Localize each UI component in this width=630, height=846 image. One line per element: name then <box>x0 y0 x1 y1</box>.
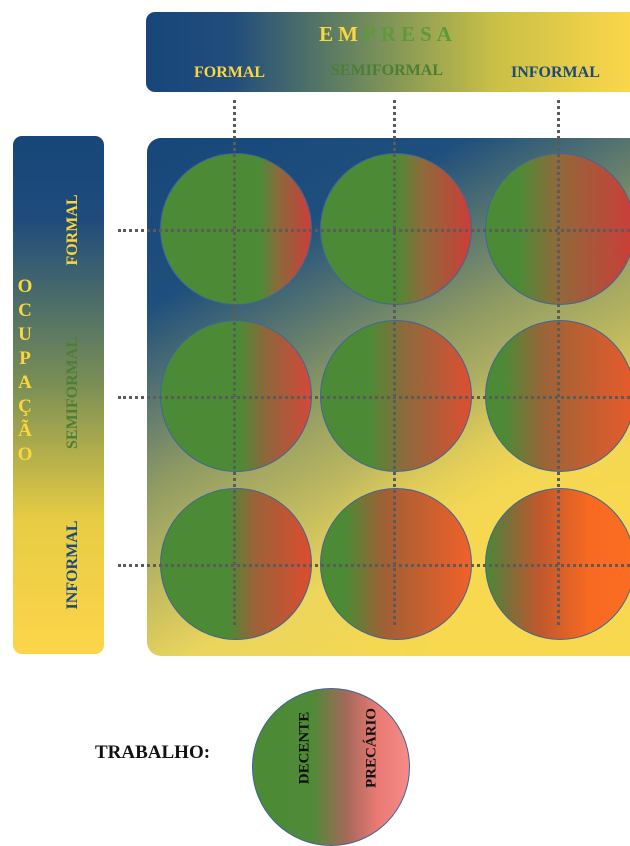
ocupacao-sidebar <box>13 136 104 654</box>
grid-line-horizontal-informal <box>118 564 630 567</box>
empresa-title-part1: EM <box>319 22 363 46</box>
grid-line-vertical-informal <box>557 100 560 625</box>
grid-line-vertical-semiformal <box>393 100 396 625</box>
grid-line-horizontal-formal <box>118 229 630 232</box>
ocupacao-title: O C U P A Ç Ã O <box>14 275 36 467</box>
legend-precario-label: PRECÁRIO <box>363 707 380 789</box>
grid-line-vertical-formal <box>233 100 236 625</box>
legend-label: TRABALHO: <box>95 742 211 763</box>
empresa-title: EMPRESA <box>146 22 630 47</box>
ocupacao-letter: U <box>18 324 32 345</box>
ocupacao-letter: O <box>17 276 33 297</box>
column-label-informal: INFORMAL <box>511 64 600 81</box>
ocupacao-letter: O <box>17 444 33 465</box>
column-label-semiformal: SEMIFORMAL <box>331 62 443 79</box>
ocupacao-letter: Ã <box>18 420 32 441</box>
ocupacao-letter: Ç <box>18 396 32 417</box>
empresa-title-part2: PRESA <box>362 22 457 46</box>
grid-line-horizontal-semiformal <box>118 396 630 399</box>
ocupacao-letter: P <box>19 348 31 369</box>
row-label-semiformal: SEMIFORMAL <box>64 337 81 449</box>
legend-decente-label: DECENTE <box>296 711 313 785</box>
empresa-header: EMPRESA FORMAL SEMIFORMAL INFORMAL <box>146 12 630 92</box>
ocupacao-letter: A <box>18 372 32 393</box>
row-label-formal: FORMAL <box>64 194 81 266</box>
column-label-formal: FORMAL <box>194 64 266 81</box>
legend-circle <box>252 688 410 846</box>
ocupacao-letter: C <box>18 300 32 321</box>
row-label-informal: INFORMAL <box>64 520 81 610</box>
